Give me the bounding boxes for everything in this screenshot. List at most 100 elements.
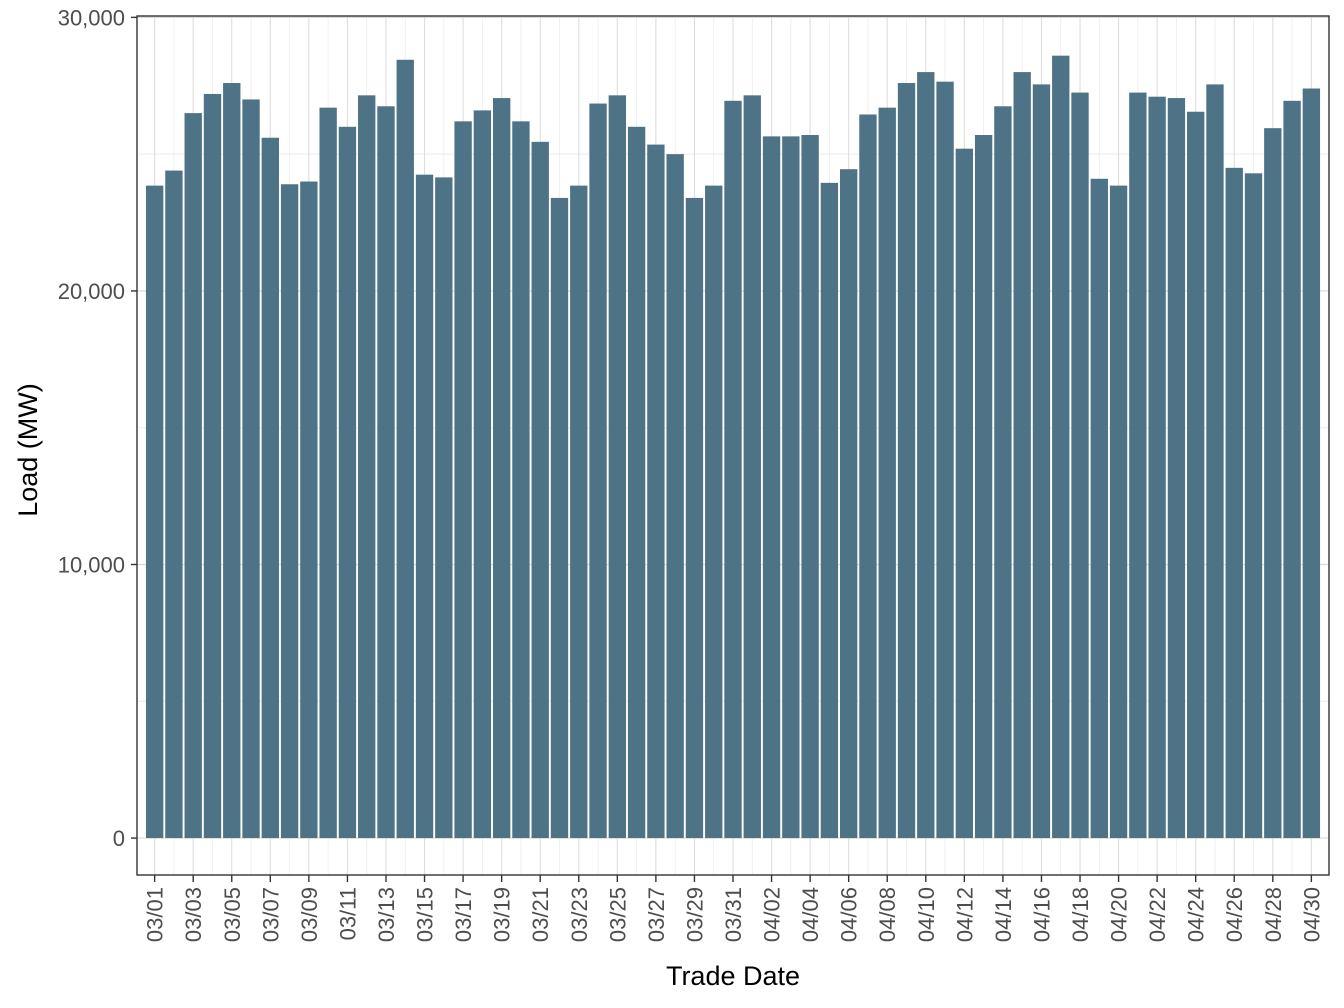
- bar-04-24: [1187, 111, 1205, 839]
- x-tick-label: 03/07: [258, 887, 283, 942]
- bar-03-03: [184, 113, 202, 839]
- x-tick-label: 04/02: [760, 887, 785, 942]
- y-axis: 0 10,000 20,000 30,000: [58, 5, 137, 851]
- bar-04-09: [897, 83, 916, 839]
- x-tick-label: 04/24: [1184, 887, 1209, 942]
- y-tick-label: 0: [113, 826, 125, 851]
- bar-04-13: [974, 135, 993, 839]
- bar-04-08: [878, 107, 896, 839]
- y-tick-label: 20,000: [58, 279, 125, 304]
- x-tick-label: 03/19: [490, 887, 515, 942]
- bar-03-25: [608, 95, 627, 839]
- bar-04-29: [1283, 100, 1301, 839]
- bar-03-14: [396, 59, 414, 839]
- bar-04-12: [955, 148, 974, 839]
- bar-03-09: [300, 181, 318, 839]
- bar-04-03: [782, 136, 800, 839]
- bar-03-08: [280, 184, 299, 839]
- x-tick-label: 04/26: [1222, 887, 1247, 942]
- bar-04-22: [1148, 96, 1166, 839]
- bar-04-14: [994, 106, 1012, 839]
- bar-04-23: [1167, 98, 1186, 839]
- x-tick-label: 03/27: [644, 887, 669, 942]
- x-tick-label: 04/10: [914, 887, 939, 942]
- x-tick-label: 03/13: [374, 887, 399, 942]
- x-tick-label: 03/05: [220, 887, 245, 942]
- x-tick-label: 04/16: [1029, 887, 1054, 942]
- bar-04-30: [1302, 88, 1321, 839]
- x-tick-label: 04/12: [952, 887, 977, 942]
- x-axis: 03/01 03/03 03/05 03/07 03/09 03/11 03/13 03/15…: [143, 875, 1324, 942]
- bar-04-07: [859, 114, 877, 839]
- y-tick-label: 30,000: [58, 5, 125, 30]
- x-tick-label: 03/03: [181, 887, 206, 942]
- bar-03-02: [165, 170, 183, 839]
- x-tick-label: 03/17: [451, 887, 476, 942]
- bar-04-28: [1264, 128, 1282, 839]
- bar-04-17: [1052, 55, 1070, 839]
- bar-04-05: [820, 182, 839, 839]
- x-tick-label: 03/15: [413, 887, 438, 942]
- bar-04-19: [1090, 178, 1108, 839]
- bar-04-26: [1225, 167, 1243, 839]
- bar-03-28: [666, 154, 684, 839]
- bar-03-16: [435, 177, 453, 839]
- x-tick-label: 04/20: [1107, 887, 1132, 942]
- bar-03-17: [454, 121, 472, 839]
- bar-03-23: [570, 185, 588, 839]
- x-tick-label: 04/06: [837, 887, 862, 942]
- bar-03-01: [145, 185, 164, 839]
- x-axis-title: Trade Date: [666, 961, 800, 991]
- bar-04-04: [801, 135, 819, 839]
- bar-03-13: [377, 106, 395, 839]
- bar-04-27: [1244, 173, 1263, 839]
- bar-04-06: [839, 169, 858, 839]
- bar-03-05: [223, 83, 241, 839]
- bar-04-02: [762, 136, 781, 839]
- bar-04-16: [1032, 84, 1051, 839]
- bar-03-19: [492, 98, 511, 839]
- x-tick-label: 04/14: [991, 887, 1016, 942]
- bar-03-18: [473, 110, 492, 839]
- x-tick-label: 03/09: [297, 887, 322, 942]
- bar-04-01: [743, 95, 761, 839]
- x-tick-label: 03/31: [721, 887, 746, 942]
- bar-03-10: [319, 107, 337, 839]
- bar-04-18: [1071, 92, 1089, 839]
- x-tick-label: 03/23: [567, 887, 592, 942]
- bar-04-10: [917, 72, 935, 839]
- bar-03-04: [203, 93, 222, 839]
- x-tick-label: 04/28: [1261, 887, 1286, 942]
- bar-03-31: [724, 100, 742, 839]
- bar-04-11: [936, 81, 954, 839]
- bar-03-24: [589, 103, 607, 839]
- bar-03-21: [531, 141, 549, 839]
- x-tick-label: 03/25: [605, 887, 630, 942]
- bar-03-27: [647, 144, 665, 839]
- x-tick-label: 03/21: [528, 887, 553, 942]
- y-axis-title: Load (MW): [13, 383, 43, 517]
- bar-03-12: [358, 95, 376, 839]
- bar-series: [145, 55, 1321, 839]
- x-tick-label: 04/18: [1068, 887, 1093, 942]
- bar-04-20: [1109, 185, 1128, 839]
- bar-03-11: [338, 126, 357, 839]
- bar-03-30: [705, 185, 723, 839]
- bar-03-26: [627, 126, 646, 839]
- bar-03-15: [415, 174, 434, 839]
- x-tick-label: 04/30: [1299, 887, 1324, 942]
- bar-03-22: [550, 197, 569, 839]
- x-tick-label: 03/29: [682, 887, 707, 942]
- x-tick-label: 03/01: [143, 887, 168, 942]
- bar-03-20: [512, 121, 530, 839]
- bar-04-15: [1013, 72, 1031, 839]
- bar-03-29: [685, 197, 704, 839]
- x-tick-label: 04/22: [1145, 887, 1170, 942]
- bar-04-21: [1129, 92, 1147, 839]
- bar-03-06: [242, 99, 260, 839]
- y-tick-label: 10,000: [58, 553, 125, 578]
- x-tick-label: 03/11: [335, 887, 360, 940]
- bar-04-25: [1206, 84, 1224, 839]
- bar-03-07: [261, 137, 279, 839]
